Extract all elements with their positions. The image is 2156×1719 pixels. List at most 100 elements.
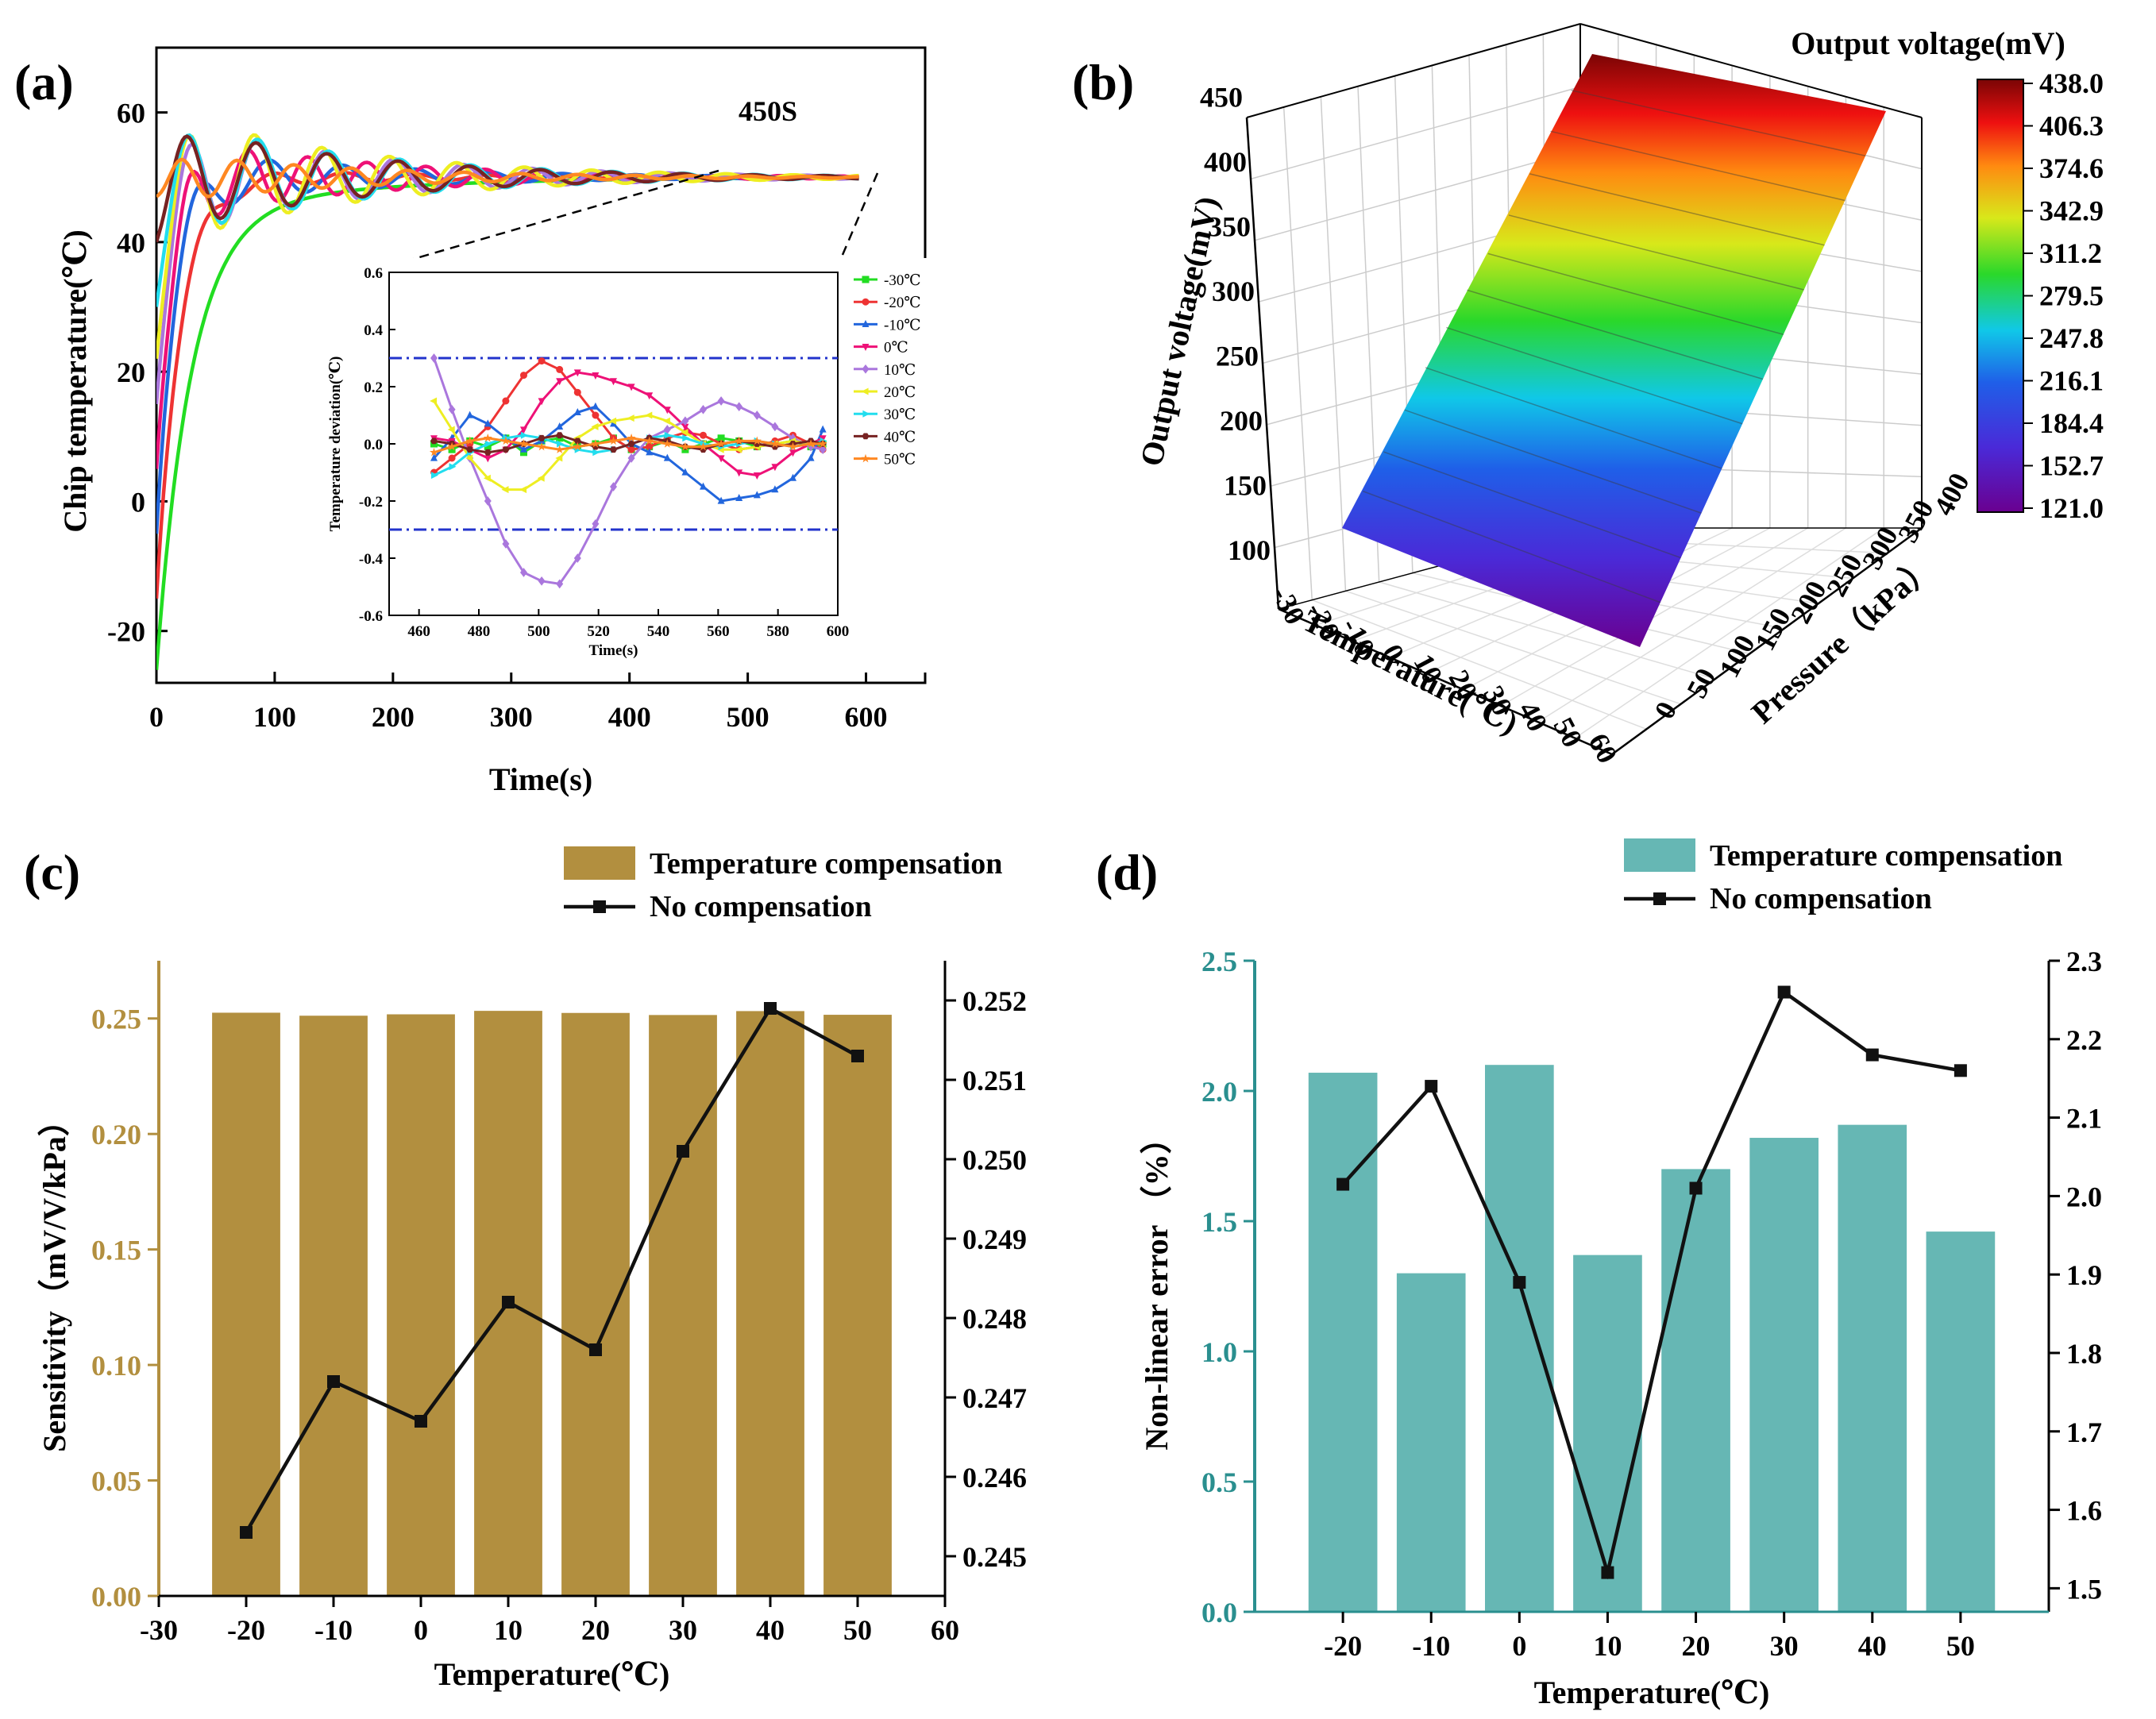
line-point-4 [589, 1343, 602, 1356]
inset-marker-2 [556, 422, 564, 430]
inset-marker-5 [537, 474, 545, 482]
inset-marker-8 [698, 441, 708, 451]
temperature-tick-label: 60 [1582, 728, 1623, 769]
output-voltage-surface [1342, 54, 1886, 647]
inset-legend-marker-4 [862, 364, 870, 374]
z-tick-label: 150 [1224, 470, 1267, 502]
inset-marker-2 [573, 408, 581, 415]
inset-y-axis-title: Temperature deviation(℃) [327, 357, 344, 532]
bar-6 [736, 1011, 804, 1596]
inset-marker-8 [735, 436, 744, 445]
inset-marker-1 [448, 454, 456, 462]
colorbar-title: Output voltage(mV) [1791, 25, 2065, 61]
inset-marker-5 [465, 454, 473, 462]
inset-legend-label-0: -30℃ [884, 272, 921, 289]
inset-background [318, 258, 1012, 673]
inset-marker-7 [573, 437, 581, 445]
left-tick-label: 1.5 [1201, 1206, 1237, 1238]
legend-line-label: No compensation [650, 890, 872, 923]
zoom-guide-right [836, 172, 879, 267]
inset-marker-4 [448, 404, 456, 414]
x-tick-label: 50 [1946, 1630, 1975, 1662]
colorbar-tick-label: 311.2 [2039, 237, 2102, 269]
inset-marker-3 [520, 426, 527, 434]
y-tick-label: 60 [117, 98, 145, 129]
left-tick-label: 0.5 [1201, 1467, 1237, 1498]
left-tick-label: 0.15 [91, 1235, 141, 1266]
inset-marker-4 [819, 445, 827, 455]
inset-marker-6 [664, 431, 672, 439]
panel-label: (a) [14, 54, 74, 110]
inset-legend-marker-3 [862, 344, 870, 351]
inset-marker-4 [627, 453, 635, 463]
inset-marker-2 [789, 473, 796, 481]
inset-marker-8 [645, 436, 654, 445]
colorbar-tick-label: 342.9 [2039, 195, 2104, 227]
surface-contour-line [1508, 214, 1804, 291]
surface-contour-line [1362, 490, 1661, 603]
inset-marker-6 [430, 472, 438, 480]
inset-marker-3 [717, 455, 725, 463]
inset-marker-4 [681, 416, 689, 426]
inset-x-tick-label: 600 [827, 623, 850, 640]
bar-5 [1749, 1138, 1819, 1612]
right-tick-label: 2.1 [2066, 1103, 2102, 1135]
series-line-8 [156, 157, 859, 198]
bar-1 [299, 1016, 368, 1596]
inset-marker-8 [555, 445, 565, 453]
inset-marker-4 [484, 496, 492, 506]
line-point-0 [240, 1526, 253, 1539]
series-group [156, 133, 859, 670]
legend-bar-label: Temperature compensation [1710, 839, 2062, 873]
inset-marker-8 [788, 441, 798, 451]
bar-4 [1661, 1169, 1730, 1612]
inset-marker-8 [627, 433, 636, 442]
inset-x-tick-label: 500 [527, 623, 550, 640]
right-tick-label: 0.245 [962, 1541, 1027, 1573]
line-point-3 [502, 1296, 515, 1309]
inset-marker-5 [645, 411, 653, 419]
floor-grid-line-y [1345, 590, 1681, 705]
inset-marker-2 [717, 496, 725, 504]
inset-marker-2 [819, 425, 827, 433]
line-point-1 [1425, 1080, 1438, 1093]
inset-marker-3 [771, 464, 779, 472]
right-tick-label: 1.5 [2066, 1573, 2102, 1605]
colorbar [1977, 79, 2024, 513]
inset-marker-2 [771, 485, 779, 493]
inset-marker-8 [429, 447, 439, 457]
bar-5 [649, 1015, 717, 1596]
panel-label: (c) [24, 844, 80, 900]
inset-marker-5 [483, 474, 491, 482]
surface-contour-line [1404, 409, 1702, 514]
inset-legend-marker-6 [862, 410, 870, 418]
inset-marker-1 [700, 431, 707, 439]
inset-legend-label-6: 30℃ [884, 407, 916, 423]
z-axis-line [1245, 117, 1280, 610]
bar-7 [1926, 1231, 1996, 1612]
inset-y-tick-label: -0.6 [359, 608, 383, 625]
inset-marker-7 [430, 437, 438, 445]
panel-label: (b) [1072, 54, 1134, 110]
inset-marker-2 [646, 448, 654, 456]
colorbar-tick-label: 406.3 [2039, 110, 2104, 142]
inset-marker-3 [610, 378, 617, 386]
x-tick-label: 0 [414, 1614, 428, 1646]
inset-marker-8 [770, 439, 780, 448]
x-tick-label: -20 [1324, 1630, 1362, 1662]
line-point-1 [327, 1375, 340, 1388]
right-tick-label: 0.249 [962, 1224, 1027, 1255]
inset-marker-3 [538, 398, 546, 406]
inset-marker-1 [520, 372, 527, 380]
inset-marker-5 [430, 397, 438, 405]
inset-marker-5 [662, 417, 670, 425]
bar-0 [212, 1012, 280, 1596]
inset-marker-4 [502, 539, 510, 549]
inset-marker-5 [555, 454, 563, 462]
inset-marker-8 [465, 436, 475, 445]
left-tick-label: 1.0 [1201, 1336, 1237, 1368]
inset-marker-2 [484, 419, 492, 427]
inset-marker-3 [663, 407, 671, 414]
back-grid-line [1250, 86, 1581, 180]
inset-legend-marker-1 [862, 298, 870, 306]
